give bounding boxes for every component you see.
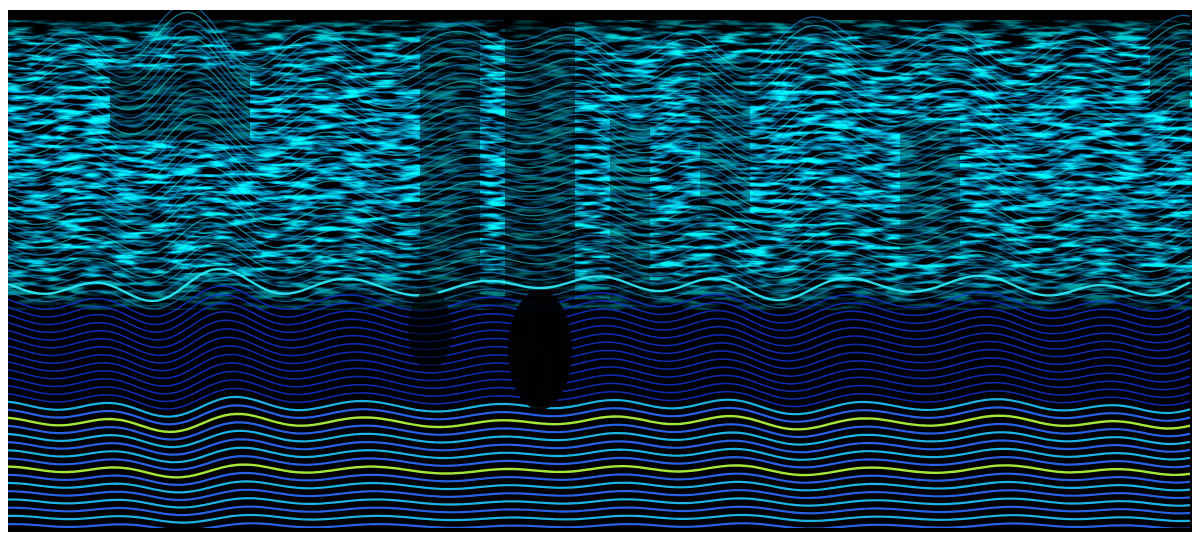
dark-blob [408,290,452,370]
spectrogram [0,0,1200,538]
dark-region [505,20,575,300]
bottom-edge [8,528,1192,532]
dark-blob [508,290,572,410]
page [0,0,1200,538]
